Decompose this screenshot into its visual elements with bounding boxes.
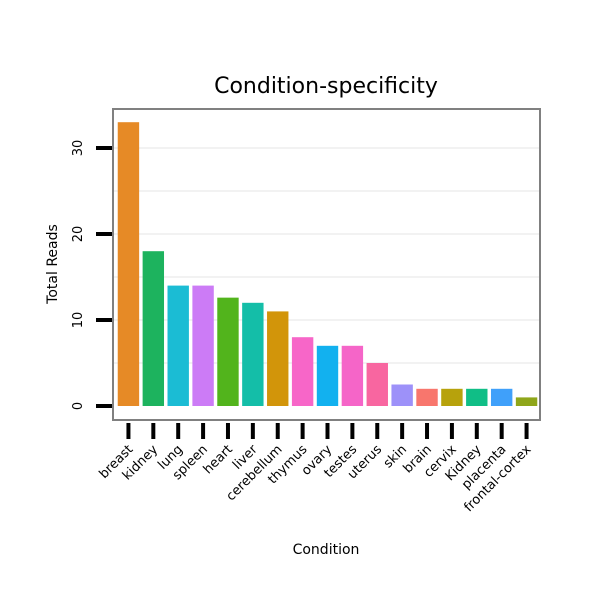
bar-cerebellum <box>267 311 289 406</box>
y-tick-label: 0 <box>71 402 86 410</box>
bar-frontal-cortex <box>515 397 538 406</box>
bar-heart <box>217 297 239 406</box>
bar-cervix <box>441 388 463 406</box>
bar-ovary <box>316 345 339 406</box>
bar-uterus <box>366 363 388 406</box>
bar-brain <box>416 388 438 406</box>
chart-title: Condition-specificity <box>214 74 438 99</box>
bar-kidney <box>466 388 488 406</box>
bar-lung <box>167 285 189 406</box>
bars <box>117 122 538 406</box>
y-tick-label: 30 <box>71 140 86 157</box>
bar-liver <box>242 302 264 406</box>
bar-breast <box>117 122 140 406</box>
bar-thymus <box>291 337 314 406</box>
x-tick-label: heart <box>201 442 236 477</box>
bar-spleen <box>192 285 214 406</box>
bar-testes <box>341 345 364 406</box>
bar-kidney <box>142 251 165 406</box>
bar-skin <box>391 384 413 406</box>
x-axis: breastkidneylungspleenheartlivercerebell… <box>97 423 535 515</box>
y-tick-label: 20 <box>71 226 86 243</box>
y-axis: 0 10 20 30 <box>71 140 112 410</box>
plot-frame <box>112 108 541 421</box>
bar-placenta <box>490 388 513 406</box>
y-tick-label: 10 <box>71 312 86 329</box>
y-axis-label: Total Reads <box>45 224 61 305</box>
x-axis-label: Condition <box>293 542 360 558</box>
